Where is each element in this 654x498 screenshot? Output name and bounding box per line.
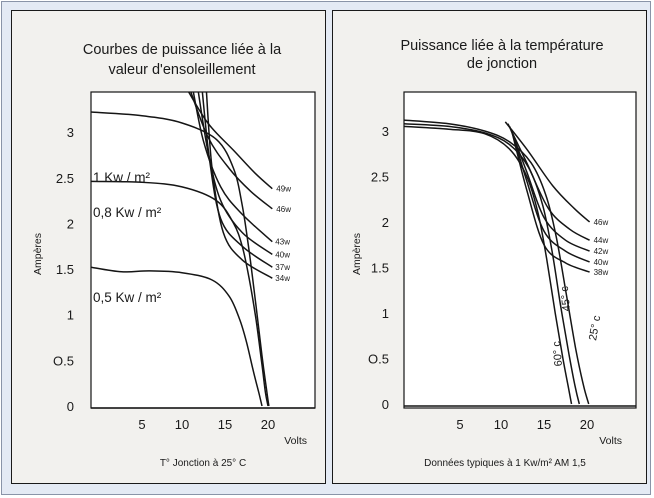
y-tick-label: 3: [382, 124, 389, 139]
chart-footnote: Données typiques à 1 Kw/m² AM 1,5: [424, 458, 586, 469]
y-tick-label: O.5: [368, 352, 389, 367]
series-label: 25° c: [587, 314, 603, 341]
power-curve: [510, 128, 590, 263]
power-curve-label: 34w: [275, 274, 290, 283]
chart-title-line: valeur d'ensoleillement: [108, 62, 255, 78]
power-curve: [508, 126, 590, 252]
chart-panel-irradiance: Courbes de puissance liée à la valeur d'e…: [11, 10, 326, 484]
power-curve-label: 49w: [276, 185, 291, 194]
series-label: 1 Kw / m²: [93, 170, 151, 185]
power-curve-label: 37w: [275, 263, 290, 272]
power-curve: [201, 92, 273, 268]
chart-temperature: Puissance liée à la température de joncti…: [351, 38, 637, 469]
series-label: 60° c: [551, 340, 565, 367]
y-tick-label: 1.5: [56, 262, 74, 277]
chart-panel-temperature: Puissance liée à la température de joncti…: [332, 10, 647, 484]
chart-title-line: Courbes de puissance liée à la: [83, 42, 282, 58]
power-curve-label: 46w: [594, 218, 609, 227]
x-tick-label: 20: [261, 417, 275, 432]
power-curve-label: 40w: [275, 250, 290, 259]
y-tick-label: 1.5: [371, 261, 389, 276]
iv-curve-series: [404, 119, 590, 405]
power-curve: [190, 92, 273, 210]
y-tick-label: 2.5: [56, 171, 74, 186]
y-tick-label: 2.5: [371, 170, 389, 185]
y-tick-label: 0: [382, 397, 389, 412]
power-curve-label: 38w: [594, 268, 609, 277]
chart-title-line: de jonction: [467, 56, 537, 72]
iv-curve-series: [91, 266, 263, 407]
x-tick-label: 10: [175, 417, 189, 432]
power-curve-label: 43w: [275, 238, 290, 247]
x-tick-label: 15: [218, 417, 232, 432]
power-curve: [205, 92, 273, 279]
series-label: 45° c: [559, 285, 573, 312]
power-curve-label: 44w: [594, 236, 609, 245]
y-tick-label: 1: [67, 308, 74, 323]
chart-footnote: T° Jonction à 25° C: [160, 458, 246, 469]
series-label: 0,8 Kw / m²: [93, 205, 162, 220]
series-label: 0,5 Kw / m²: [93, 290, 162, 305]
power-curve: [507, 123, 590, 241]
y-tick-label: 3: [67, 125, 74, 140]
x-axis-label: Volts: [284, 435, 307, 447]
plot-area: [90, 91, 316, 409]
chart-irradiance: Courbes de puissance liée à la valeur d'e…: [32, 42, 316, 469]
y-tick-label: O.5: [53, 353, 74, 368]
y-axis-label: Ampères: [351, 233, 363, 275]
power-curve: [187, 92, 273, 190]
x-tick-label: 5: [456, 417, 463, 432]
y-tick-label: 0: [67, 399, 74, 414]
x-tick-label: 20: [580, 417, 594, 432]
y-tick-label: 2: [67, 216, 74, 231]
iv-curve-series: [404, 125, 573, 405]
y-tick-label: 1: [382, 306, 389, 321]
power-curve: [197, 92, 273, 256]
x-tick-label: 5: [138, 417, 145, 432]
iv-curve-series: [91, 111, 270, 407]
iv-curve-series: [404, 122, 581, 405]
power-curve-label: 42w: [594, 247, 609, 256]
power-curve: [511, 132, 590, 273]
x-tick-label: 15: [537, 417, 551, 432]
power-curve: [504, 121, 591, 223]
y-axis-label: Ampères: [32, 233, 44, 275]
power-curve: [192, 92, 273, 243]
x-axis-label: Volts: [599, 435, 622, 447]
power-curve-label: 46w: [276, 205, 291, 214]
plot-area: [403, 91, 637, 409]
chart-title-line: Puissance liée à la température: [400, 38, 603, 54]
power-curve-label: 40w: [594, 258, 609, 267]
y-tick-label: 2: [382, 215, 389, 230]
x-tick-label: 10: [494, 417, 508, 432]
